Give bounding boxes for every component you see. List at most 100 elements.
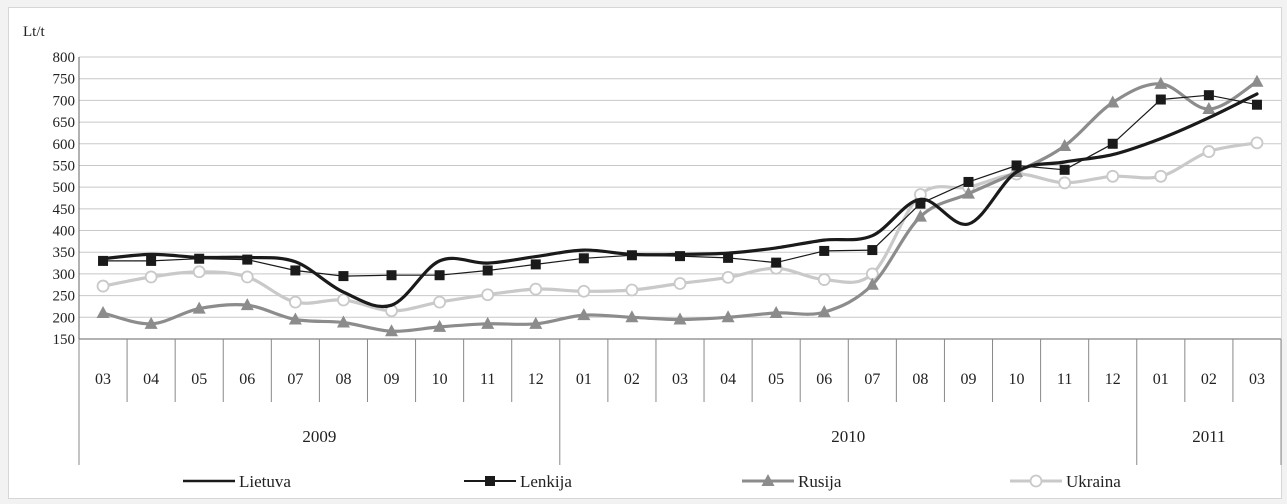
- x-tick-label: 12: [1105, 371, 1121, 388]
- data-point-rusija: [144, 316, 158, 329]
- data-point-ukraina: [1154, 169, 1168, 183]
- data-point-lenkija: [867, 245, 878, 256]
- x-tick-label: 11: [480, 371, 495, 388]
- data-point-rusija: [913, 209, 927, 222]
- x-tick-label: 03: [1249, 371, 1265, 388]
- legend-item-ukraina: Ukraina: [1010, 472, 1121, 491]
- series-line-lietuva: [101, 92, 1259, 309]
- data-point-rusija: [240, 298, 254, 311]
- data-point-ukraina: [1250, 136, 1264, 150]
- x-axis-separators: [78, 339, 1282, 402]
- data-point-lenkija: [290, 265, 301, 276]
- data-point-ukraina: [1202, 145, 1216, 158]
- data-point-rusija: [192, 301, 206, 314]
- y-tick-label: 200: [53, 310, 76, 326]
- data-point-ukraina: [433, 295, 447, 309]
- series-rusija: [96, 74, 1264, 337]
- x-tick-label: 05: [768, 371, 784, 388]
- y-tick-label: 450: [53, 202, 76, 218]
- series-lietuva: [101, 92, 1259, 309]
- legend-item-lenkija: Lenkija: [464, 472, 572, 491]
- x-tick-label: 01: [576, 371, 592, 388]
- data-point-rusija: [288, 312, 302, 325]
- year-label: 2011: [1192, 427, 1225, 446]
- year-label: 2009: [302, 427, 336, 446]
- x-tick-label: 10: [432, 371, 448, 388]
- data-point-rusija: [385, 324, 399, 337]
- y-tick-label: 700: [53, 93, 76, 109]
- data-point-ukraina: [144, 270, 158, 284]
- data-point-lenkija: [578, 253, 589, 264]
- data-point-lenkija: [819, 245, 830, 256]
- x-tick-label: 03: [672, 371, 688, 388]
- data-point-ukraina: [673, 277, 687, 290]
- data-point-ukraina: [529, 282, 543, 296]
- data-point-rusija: [721, 310, 735, 323]
- x-tick-label: 08: [912, 371, 928, 388]
- data-point-rusija: [433, 319, 447, 332]
- legend-label: Lenkija: [520, 472, 572, 491]
- x-tick-label: 05: [191, 371, 207, 388]
- data-point-ukraina: [817, 273, 831, 286]
- y-tick-label: 400: [53, 224, 76, 240]
- x-tick-label: 02: [1201, 371, 1217, 388]
- data-point-lenkija: [963, 176, 974, 187]
- x-tick-label: 06: [816, 371, 832, 388]
- data-point-ukraina: [96, 279, 110, 293]
- data-point-rusija: [1202, 102, 1216, 115]
- data-point-lenkija: [1107, 138, 1118, 149]
- data-point-lenkija: [675, 251, 685, 262]
- legend-label: Lietuva: [239, 472, 291, 491]
- data-point-ukraina: [192, 265, 206, 279]
- data-point-rusija: [1154, 76, 1168, 89]
- data-point-ukraina: [625, 283, 639, 297]
- data-point-rusija: [625, 310, 639, 323]
- data-point-rusija: [769, 305, 783, 318]
- data-point-lenkija: [482, 265, 493, 276]
- x-tick-label: 03: [95, 371, 111, 388]
- series-ukraina: [96, 136, 1264, 318]
- gridlines: [79, 56, 1281, 340]
- x-tick-label: 07: [287, 371, 303, 388]
- legend-marker: [761, 474, 775, 486]
- data-point-ukraina: [288, 295, 302, 309]
- data-point-ukraina: [337, 293, 350, 307]
- data-point-ukraina: [240, 270, 254, 284]
- data-point-lenkija: [1203, 90, 1214, 101]
- x-tick-label: 08: [335, 371, 351, 388]
- x-tick-label: 06: [239, 371, 255, 388]
- data-point-rusija: [673, 312, 687, 325]
- data-point-rusija: [1250, 74, 1264, 87]
- x-tick-label: 12: [528, 371, 544, 388]
- y-tick-label: 350: [53, 245, 76, 261]
- data-point-rusija: [481, 316, 495, 329]
- data-point-rusija: [865, 277, 879, 290]
- data-point-lenkija: [1155, 94, 1166, 105]
- legend-label: Rusija: [798, 472, 842, 491]
- data-point-rusija: [1106, 95, 1120, 108]
- data-point-lenkija: [386, 270, 397, 281]
- data-point-lenkija: [723, 252, 734, 263]
- data-point-rusija: [961, 186, 975, 199]
- x-tick-label: 01: [1153, 371, 1169, 388]
- x-tick-label: 09: [384, 371, 400, 388]
- data-point-lenkija: [146, 255, 157, 266]
- data-point-rusija: [577, 308, 591, 321]
- y-tick-label: 750: [53, 72, 76, 88]
- data-point-ukraina: [577, 284, 591, 298]
- data-point-lenkija: [1059, 164, 1070, 175]
- data-point-rusija: [529, 316, 543, 329]
- data-point-rusija: [336, 315, 350, 328]
- year-label: 2010: [831, 427, 865, 446]
- data-point-lenkija: [530, 259, 541, 270]
- x-tick-label: 09: [960, 371, 976, 388]
- x-tick-label: 10: [1009, 371, 1025, 388]
- data-point-lenkija: [338, 271, 349, 282]
- y-tick-label: 250: [53, 289, 76, 305]
- x-tick-label: 11: [1057, 371, 1072, 388]
- y-tick-label: 650: [53, 115, 76, 131]
- data-point-ukraina: [1058, 176, 1072, 190]
- chart-frame: [8, 7, 1282, 499]
- x-tick-label: 04: [720, 371, 736, 388]
